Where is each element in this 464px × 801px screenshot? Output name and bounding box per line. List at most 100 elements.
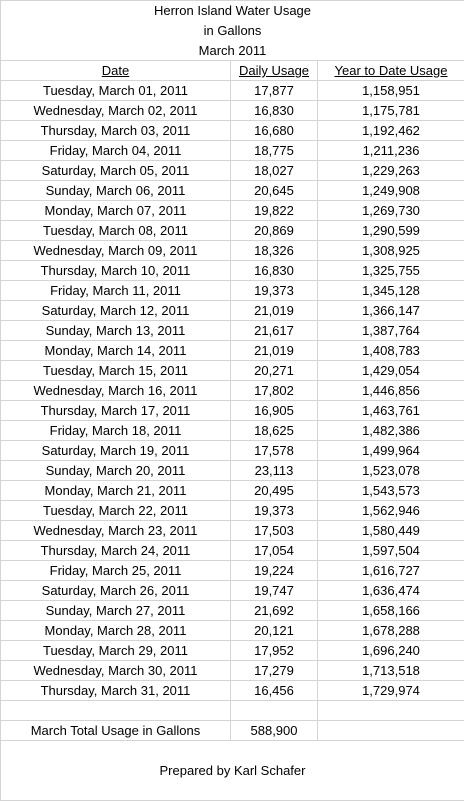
- empty-cell[interactable]: [316, 700, 464, 721]
- date-cell[interactable]: Sunday, March 27, 2011: [0, 600, 231, 621]
- ytd-usage-cell[interactable]: 1,446,856: [316, 380, 464, 401]
- date-cell[interactable]: Tuesday, March 01, 2011: [0, 80, 231, 101]
- date-cell[interactable]: Thursday, March 10, 2011: [0, 260, 231, 281]
- ytd-usage-cell[interactable]: 1,308,925: [316, 240, 464, 261]
- daily-usage-cell[interactable]: 17,578: [230, 440, 318, 461]
- daily-usage-cell[interactable]: 17,054: [230, 540, 318, 561]
- daily-usage-cell[interactable]: 17,877: [230, 80, 318, 101]
- daily-usage-cell[interactable]: 21,019: [230, 300, 318, 321]
- ytd-usage-cell[interactable]: 1,696,240: [316, 640, 464, 661]
- ytd-usage-cell[interactable]: 1,290,599: [316, 220, 464, 241]
- header-ytd-usage[interactable]: Year to Date Usage: [316, 60, 464, 81]
- daily-usage-cell[interactable]: 18,625: [230, 420, 318, 441]
- ytd-usage-cell[interactable]: 1,269,730: [316, 200, 464, 221]
- ytd-usage-cell[interactable]: 1,408,783: [316, 340, 464, 361]
- ytd-usage-cell[interactable]: 1,249,908: [316, 180, 464, 201]
- date-cell[interactable]: Tuesday, March 15, 2011: [0, 360, 231, 381]
- date-cell[interactable]: Tuesday, March 08, 2011: [0, 220, 231, 241]
- date-cell[interactable]: Wednesday, March 02, 2011: [0, 100, 231, 121]
- ytd-usage-cell[interactable]: 1,616,727: [316, 560, 464, 581]
- ytd-usage-cell[interactable]: 1,229,263: [316, 160, 464, 181]
- empty-cell[interactable]: [0, 740, 464, 761]
- date-cell[interactable]: Saturday, March 26, 2011: [0, 580, 231, 601]
- empty-cell[interactable]: [230, 700, 318, 721]
- daily-usage-cell[interactable]: 16,830: [230, 100, 318, 121]
- daily-usage-cell[interactable]: 17,952: [230, 640, 318, 661]
- ytd-usage-cell[interactable]: 1,366,147: [316, 300, 464, 321]
- daily-usage-cell[interactable]: 19,373: [230, 280, 318, 301]
- ytd-usage-cell[interactable]: 1,636,474: [316, 580, 464, 601]
- date-cell[interactable]: Monday, March 14, 2011: [0, 340, 231, 361]
- date-cell[interactable]: Sunday, March 20, 2011: [0, 460, 231, 481]
- daily-usage-cell[interactable]: 19,224: [230, 560, 318, 581]
- ytd-usage-cell[interactable]: 1,175,781: [316, 100, 464, 121]
- ytd-usage-cell[interactable]: 1,658,166: [316, 600, 464, 621]
- ytd-usage-cell[interactable]: 1,562,946: [316, 500, 464, 521]
- date-cell[interactable]: Monday, March 07, 2011: [0, 200, 231, 221]
- daily-usage-cell[interactable]: 20,121: [230, 620, 318, 641]
- empty-cell[interactable]: [0, 700, 231, 721]
- title-line-3[interactable]: March 2011: [0, 40, 464, 61]
- header-daily-usage[interactable]: Daily Usage: [230, 60, 318, 81]
- date-cell[interactable]: Friday, March 04, 2011: [0, 140, 231, 161]
- ytd-usage-cell[interactable]: 1,713,518: [316, 660, 464, 681]
- daily-usage-cell[interactable]: 20,869: [230, 220, 318, 241]
- daily-usage-cell[interactable]: 16,680: [230, 120, 318, 141]
- daily-usage-cell[interactable]: 20,271: [230, 360, 318, 381]
- daily-usage-cell[interactable]: 23,113: [230, 460, 318, 481]
- title-line-1[interactable]: Herron Island Water Usage: [0, 0, 464, 21]
- date-cell[interactable]: Thursday, March 24, 2011: [0, 540, 231, 561]
- ytd-usage-cell[interactable]: 1,543,573: [316, 480, 464, 501]
- ytd-usage-cell[interactable]: 1,158,951: [316, 80, 464, 101]
- daily-usage-cell[interactable]: 21,692: [230, 600, 318, 621]
- date-cell[interactable]: Saturday, March 12, 2011: [0, 300, 231, 321]
- date-cell[interactable]: Tuesday, March 29, 2011: [0, 640, 231, 661]
- ytd-usage-cell[interactable]: 1,387,764: [316, 320, 464, 341]
- daily-usage-cell[interactable]: 17,802: [230, 380, 318, 401]
- ytd-usage-cell[interactable]: 1,192,462: [316, 120, 464, 141]
- daily-usage-cell[interactable]: 17,279: [230, 660, 318, 681]
- ytd-usage-cell[interactable]: 1,429,054: [316, 360, 464, 381]
- date-cell[interactable]: Monday, March 21, 2011: [0, 480, 231, 501]
- date-cell[interactable]: Sunday, March 13, 2011: [0, 320, 231, 341]
- date-cell[interactable]: Friday, March 11, 2011: [0, 280, 231, 301]
- ytd-usage-cell[interactable]: 1,523,078: [316, 460, 464, 481]
- daily-usage-cell[interactable]: 18,027: [230, 160, 318, 181]
- prepared-by-text[interactable]: Prepared by Karl Schafer: [0, 760, 464, 781]
- total-value-cell[interactable]: 588,900: [230, 720, 318, 741]
- daily-usage-cell[interactable]: 21,019: [230, 340, 318, 361]
- date-cell[interactable]: Sunday, March 06, 2011: [0, 180, 231, 201]
- date-cell[interactable]: Wednesday, March 23, 2011: [0, 520, 231, 541]
- total-label-cell[interactable]: March Total Usage in Gallons: [0, 720, 231, 741]
- daily-usage-cell[interactable]: 19,822: [230, 200, 318, 221]
- daily-usage-cell[interactable]: 20,645: [230, 180, 318, 201]
- daily-usage-cell[interactable]: 19,747: [230, 580, 318, 601]
- ytd-usage-cell[interactable]: 1,325,755: [316, 260, 464, 281]
- ytd-usage-cell[interactable]: 1,463,761: [316, 400, 464, 421]
- ytd-usage-cell[interactable]: 1,597,504: [316, 540, 464, 561]
- ytd-usage-cell[interactable]: 1,580,449: [316, 520, 464, 541]
- date-cell[interactable]: Thursday, March 17, 2011: [0, 400, 231, 421]
- daily-usage-cell[interactable]: 18,775: [230, 140, 318, 161]
- ytd-usage-cell[interactable]: 1,482,386: [316, 420, 464, 441]
- daily-usage-cell[interactable]: 21,617: [230, 320, 318, 341]
- daily-usage-cell[interactable]: 17,503: [230, 520, 318, 541]
- date-cell[interactable]: Wednesday, March 09, 2011: [0, 240, 231, 261]
- date-cell[interactable]: Thursday, March 03, 2011: [0, 120, 231, 141]
- date-cell[interactable]: Wednesday, March 30, 2011: [0, 660, 231, 681]
- daily-usage-cell[interactable]: 20,495: [230, 480, 318, 501]
- date-cell[interactable]: Tuesday, March 22, 2011: [0, 500, 231, 521]
- date-cell[interactable]: Wednesday, March 16, 2011: [0, 380, 231, 401]
- date-cell[interactable]: Saturday, March 19, 2011: [0, 440, 231, 461]
- ytd-usage-cell[interactable]: 1,211,236: [316, 140, 464, 161]
- date-cell[interactable]: Friday, March 25, 2011: [0, 560, 231, 581]
- ytd-usage-cell[interactable]: 1,499,964: [316, 440, 464, 461]
- daily-usage-cell[interactable]: 16,456: [230, 680, 318, 701]
- date-cell[interactable]: Saturday, March 05, 2011: [0, 160, 231, 181]
- empty-cell[interactable]: [316, 720, 464, 741]
- empty-cell[interactable]: [0, 780, 464, 801]
- daily-usage-cell[interactable]: 16,830: [230, 260, 318, 281]
- header-date[interactable]: Date: [0, 60, 231, 81]
- ytd-usage-cell[interactable]: 1,345,128: [316, 280, 464, 301]
- date-cell[interactable]: Monday, March 28, 2011: [0, 620, 231, 641]
